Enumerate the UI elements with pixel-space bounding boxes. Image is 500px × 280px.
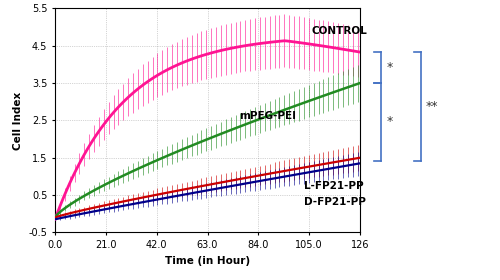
Text: *: * [386,115,392,128]
Text: D-FP21-PP: D-FP21-PP [304,197,366,207]
Y-axis label: Cell Index: Cell Index [13,91,23,150]
Text: CONTROL: CONTROL [312,26,368,36]
Text: **: ** [426,100,438,113]
X-axis label: Time (in Hour): Time (in Hour) [165,256,250,266]
Text: *: * [386,61,392,74]
Text: L-FP21-PP: L-FP21-PP [304,181,364,191]
Text: mPEG-PEI: mPEG-PEI [239,111,296,120]
